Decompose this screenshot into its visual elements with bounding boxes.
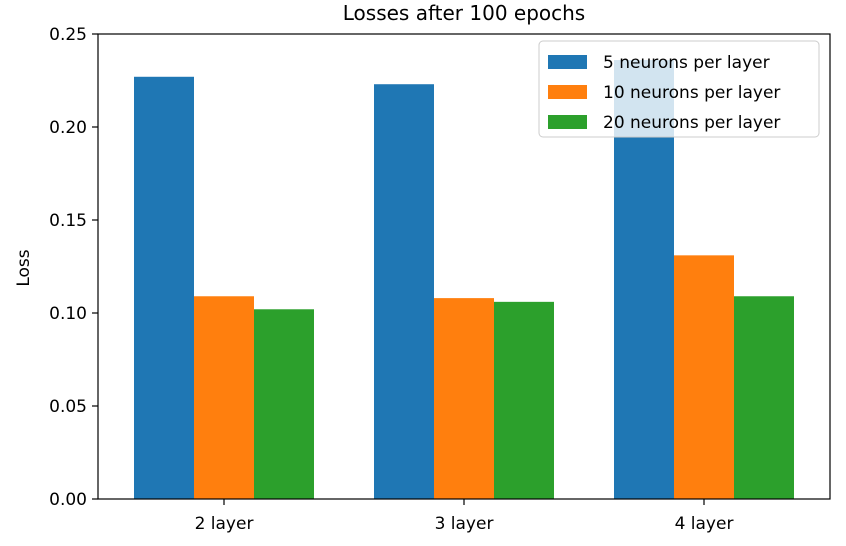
y-tick-label-4: 0.15 bbox=[49, 211, 87, 231]
bar-3-2 bbox=[494, 301, 554, 499]
bar-2-1 bbox=[194, 296, 254, 499]
legend: 5 neurons per layer 10 neurons per layer 2… bbox=[538, 40, 820, 138]
y-axis-label: Loss bbox=[14, 249, 34, 286]
y-tick-label-3: 0.10 bbox=[49, 304, 87, 324]
axes: 0.00 0.05 0.10 0.15 0.20 0.25 2 layer 3 layer 4 … bbox=[49, 25, 831, 534]
x-tick-label-1: 2 layer bbox=[195, 514, 254, 534]
x-tick-label-2: 3 layer bbox=[435, 514, 494, 534]
y-tick-label-1: 0.00 bbox=[49, 490, 87, 510]
bar-2-3 bbox=[674, 255, 734, 499]
bar-3-1 bbox=[254, 309, 314, 499]
bars bbox=[134, 60, 794, 499]
y-tick-label-2: 0.05 bbox=[49, 397, 87, 417]
legend-swatch-1 bbox=[548, 55, 587, 69]
bar-1-2 bbox=[374, 84, 434, 499]
y-tick-label-6: 0.25 bbox=[49, 25, 87, 45]
legend-swatch-2 bbox=[548, 85, 587, 99]
bar-1-1 bbox=[134, 76, 194, 499]
chart-title: Losses after 100 epochs bbox=[343, 1, 585, 25]
legend-label-1: 5 neurons per layer bbox=[603, 53, 770, 73]
x-tick-label-3: 4 layer bbox=[675, 514, 734, 534]
bar-3-3 bbox=[734, 296, 794, 499]
legend-label-2: 10 neurons per layer bbox=[603, 83, 780, 103]
legend-swatch-3 bbox=[548, 115, 587, 129]
y-tick-label-5: 0.20 bbox=[49, 118, 87, 138]
legend-label-3: 20 neurons per layer bbox=[603, 113, 780, 133]
bar-2-2 bbox=[434, 298, 494, 499]
legend-box bbox=[538, 40, 820, 138]
